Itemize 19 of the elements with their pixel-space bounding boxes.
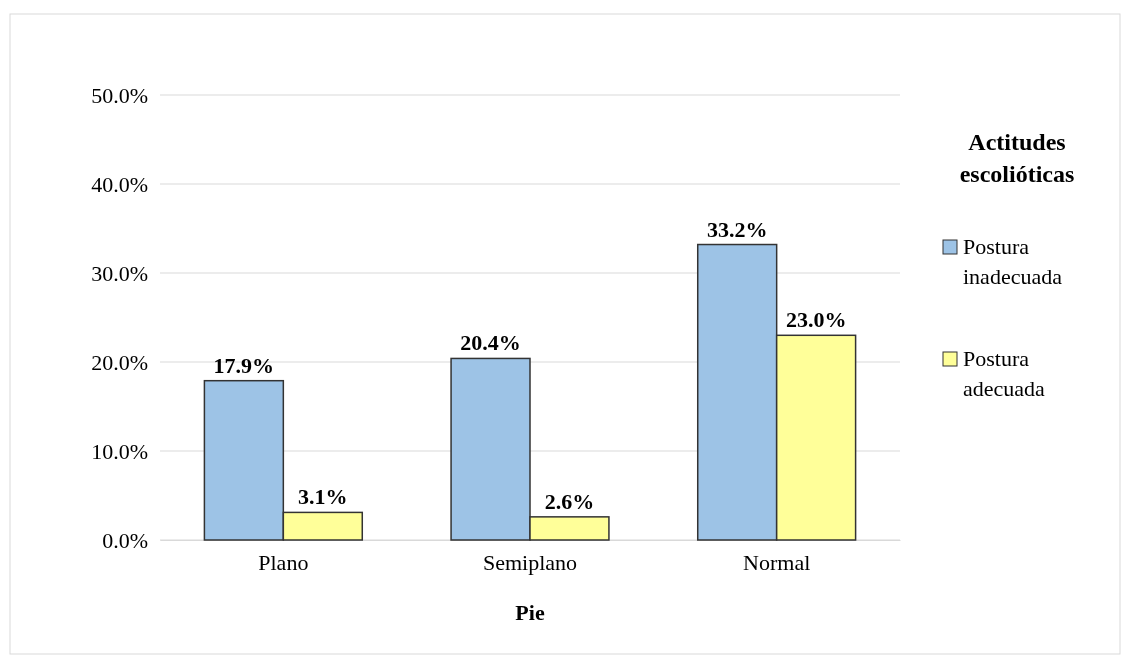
data-label: 33.2% bbox=[706, 216, 768, 242]
y-tick-label: 0.0% bbox=[102, 527, 148, 553]
data-label: 23.0% bbox=[785, 307, 847, 333]
x-tick-label: Normal bbox=[743, 549, 811, 575]
data-label: 20.4% bbox=[460, 330, 521, 356]
x-tick-label: Plano bbox=[258, 549, 309, 575]
y-tick-label: 50.0% bbox=[91, 82, 148, 108]
data-label: 3.1% bbox=[298, 484, 348, 510]
y-tick-label: 10.0% bbox=[91, 438, 148, 464]
legend-label: Postura adecuada bbox=[963, 346, 1046, 401]
y-tick-label: 20.0% bbox=[91, 349, 148, 375]
x-tick-label: Semiplano bbox=[482, 549, 578, 575]
data-label: 17.9% bbox=[213, 352, 275, 378]
y-tick-label: 30.0% bbox=[91, 260, 148, 286]
legend-title: Actitudes escolióticas bbox=[959, 129, 1075, 187]
data-label: 2.6% bbox=[544, 488, 595, 514]
x-axis-title: Pie bbox=[515, 600, 545, 625]
y-tick-label: 40.0% bbox=[91, 171, 148, 197]
legend-label: Postura inadecuada bbox=[963, 234, 1063, 289]
